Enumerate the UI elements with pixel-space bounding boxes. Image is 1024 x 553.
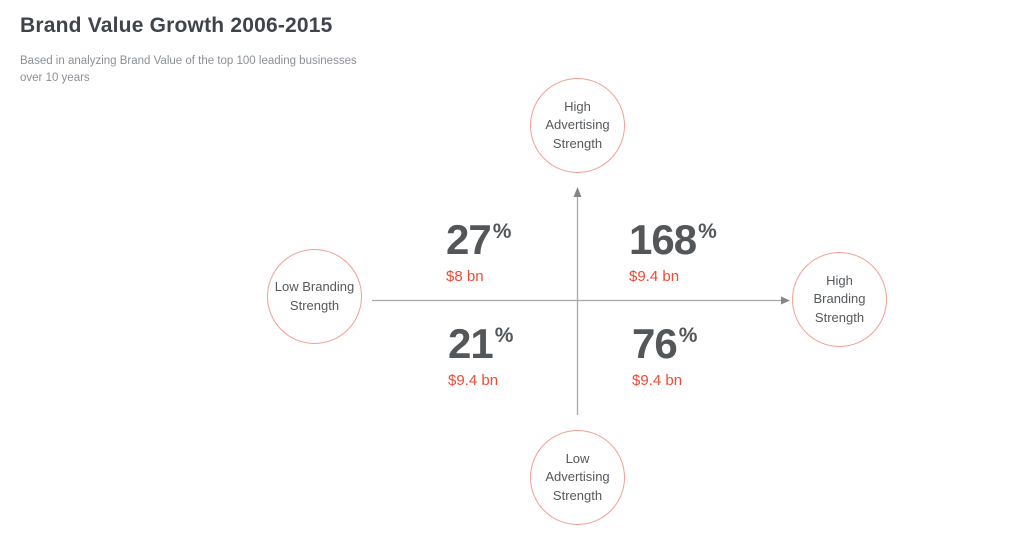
quadrant-stat-top-right: 168% $9.4 bn [629,219,717,286]
brand-value: $9.4 bn [632,372,683,389]
quadrant-stat-bottom-right: 76% $9.4 bn [632,323,697,390]
growth-percentage: 168% [629,219,717,261]
percent-sign: % [494,324,514,347]
up-arrowhead-icon [573,187,582,197]
quadrant-stat-top-left: 27% $8 bn [446,219,511,286]
right-arrowhead-icon [781,296,790,305]
brand-value: $9.4 bn [448,372,499,389]
growth-number: 27 [446,216,492,263]
axis-endpoint-label: High Advertising Strength [545,99,610,151]
header: Brand Value Growth 2006-2015 Based in an… [20,14,378,88]
brand-value: $9.4 bn [629,268,680,285]
percent-sign: % [698,220,717,243]
page-subtitle: Based in analyzing Brand Value of the to… [20,55,357,85]
axis-endpoint-label: Low Branding Strength [274,279,355,313]
percent-sign: % [492,220,512,243]
quadrant-stat-bottom-left: 21% $9.4 bn [448,323,513,390]
page-title: Brand Value Growth 2006-2015 [20,14,333,37]
growth-number: 21 [448,320,494,367]
axis-endpoint-label: High Branding Strength [813,273,866,325]
brand-value: $8 bn [446,268,484,285]
growth-percentage: 76% [632,323,697,365]
growth-number: 76 [632,320,678,367]
growth-percentage: 27% [446,219,511,261]
axis-endpoint-high-advertising: High Advertising Strength [530,78,625,173]
axis-endpoint-low-branding: Low Branding Strength [267,249,362,344]
growth-number: 168 [629,216,697,263]
axis-endpoint-low-advertising: Low Advertising Strength [530,430,625,525]
percent-sign: % [678,324,698,347]
axis-endpoint-label: Low Advertising Strength [545,451,610,503]
axis-endpoint-high-branding: High Branding Strength [792,252,887,347]
growth-percentage: 21% [448,323,513,365]
